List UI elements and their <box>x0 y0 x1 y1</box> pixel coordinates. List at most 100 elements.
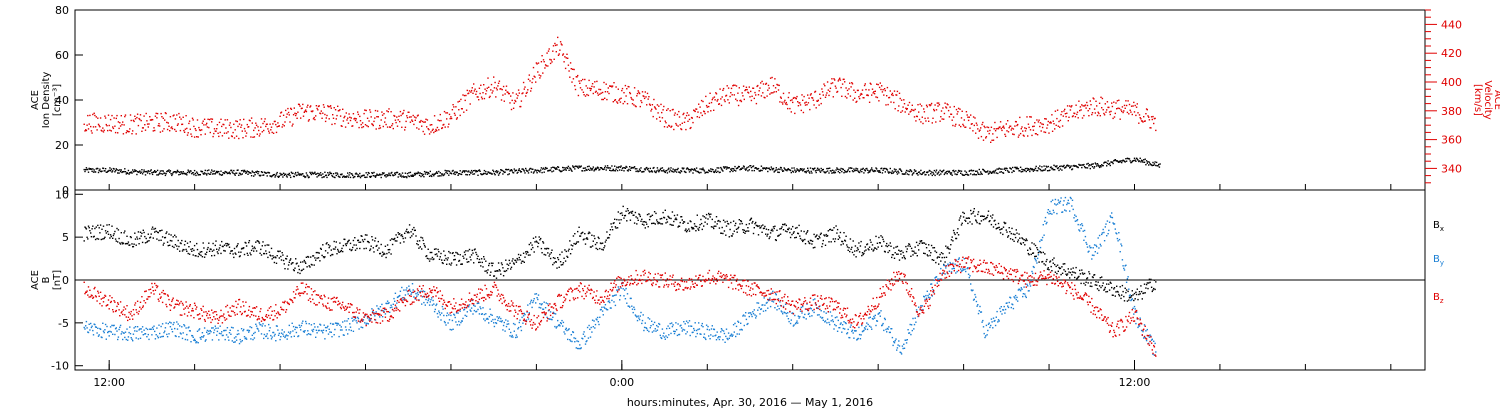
by-point <box>146 328 149 331</box>
bx-point <box>871 244 874 246</box>
velocity-point <box>1077 117 1079 119</box>
density-point <box>896 173 899 175</box>
velocity-point <box>915 120 917 122</box>
density-point <box>1106 165 1108 167</box>
bx-point <box>1093 274 1096 276</box>
velocity-point <box>397 119 399 121</box>
density-point <box>700 171 702 174</box>
bx-point <box>767 229 770 231</box>
density-point <box>742 167 744 169</box>
bx-point <box>688 230 691 232</box>
bx-point <box>818 235 820 238</box>
density-point <box>237 169 239 171</box>
density-point <box>938 174 941 176</box>
density-point <box>843 172 845 174</box>
velocity-point <box>187 132 189 134</box>
bx-point <box>202 242 204 244</box>
density-point <box>423 176 425 178</box>
bx-point <box>1062 263 1064 265</box>
bx-point <box>830 241 832 243</box>
density-point <box>774 169 777 171</box>
density-point <box>786 169 788 172</box>
bx-point <box>549 253 551 255</box>
velocity-point <box>686 112 688 114</box>
density-point <box>1071 168 1074 170</box>
by-point <box>124 331 127 333</box>
density-point <box>380 176 382 179</box>
by-point <box>231 340 233 342</box>
bx-point <box>952 240 954 242</box>
velocity-point <box>910 108 913 111</box>
density-point <box>422 173 424 176</box>
velocity-point <box>636 95 638 97</box>
by-point <box>262 323 264 325</box>
velocity-point <box>1022 130 1024 132</box>
velocity-point <box>792 101 794 104</box>
density-point <box>1049 169 1051 171</box>
by-point <box>284 336 286 339</box>
density-point <box>605 169 607 171</box>
bx-point <box>608 237 610 239</box>
bx-point <box>924 252 926 255</box>
velocity-point <box>935 121 937 123</box>
velocity-point <box>579 82 581 84</box>
bx-point <box>654 223 656 225</box>
bx-point <box>811 240 814 242</box>
velocity-point <box>486 87 488 89</box>
bx-point <box>748 223 750 225</box>
velocity-point <box>429 124 431 126</box>
density-point <box>836 167 838 169</box>
velocity-point <box>557 54 560 56</box>
bx-point <box>904 258 906 260</box>
by-point <box>323 324 325 326</box>
velocity-point <box>492 90 494 92</box>
velocity-point <box>292 114 295 116</box>
density-point <box>807 169 810 172</box>
velocity-point <box>1042 123 1044 126</box>
velocity-point <box>507 91 509 93</box>
bx-point <box>552 257 555 259</box>
velocity-point <box>392 127 394 130</box>
bx-point <box>849 250 851 253</box>
bx-point <box>1057 270 1059 272</box>
bx-point <box>569 253 572 255</box>
by-point <box>206 329 209 332</box>
density-point <box>278 175 280 177</box>
density-point <box>203 173 205 175</box>
density-point <box>497 170 499 173</box>
density-point <box>1155 164 1157 167</box>
velocity-point <box>601 91 604 94</box>
density-point <box>373 171 375 174</box>
velocity-point <box>670 126 672 128</box>
bx-point <box>109 234 112 236</box>
velocity-point <box>456 117 458 119</box>
velocity-point <box>1086 101 1088 104</box>
bx-point <box>91 228 93 230</box>
by-point <box>152 328 154 330</box>
velocity-point <box>599 88 602 91</box>
density-point <box>358 175 360 178</box>
density-point <box>769 169 772 171</box>
top-right-tick-label-4: 420 <box>1441 47 1462 60</box>
velocity-point <box>500 99 503 101</box>
by-point <box>242 330 244 332</box>
velocity-point <box>592 92 594 95</box>
density-point <box>207 172 209 175</box>
bx-point <box>310 256 312 258</box>
velocity-point <box>775 91 777 93</box>
velocity-point <box>439 113 441 116</box>
velocity-point <box>745 86 748 88</box>
velocity-point <box>599 93 601 95</box>
by-point <box>297 335 300 337</box>
velocity-point <box>1108 111 1111 113</box>
density-point <box>778 171 780 174</box>
bx-point <box>1150 286 1153 288</box>
bx-point <box>473 262 475 264</box>
velocity-point <box>520 100 523 102</box>
velocity-point <box>559 41 562 43</box>
bx-point <box>938 263 940 265</box>
velocity-point <box>290 107 292 110</box>
bx-point <box>381 251 384 253</box>
density-point <box>485 170 487 173</box>
density-point <box>886 168 888 170</box>
